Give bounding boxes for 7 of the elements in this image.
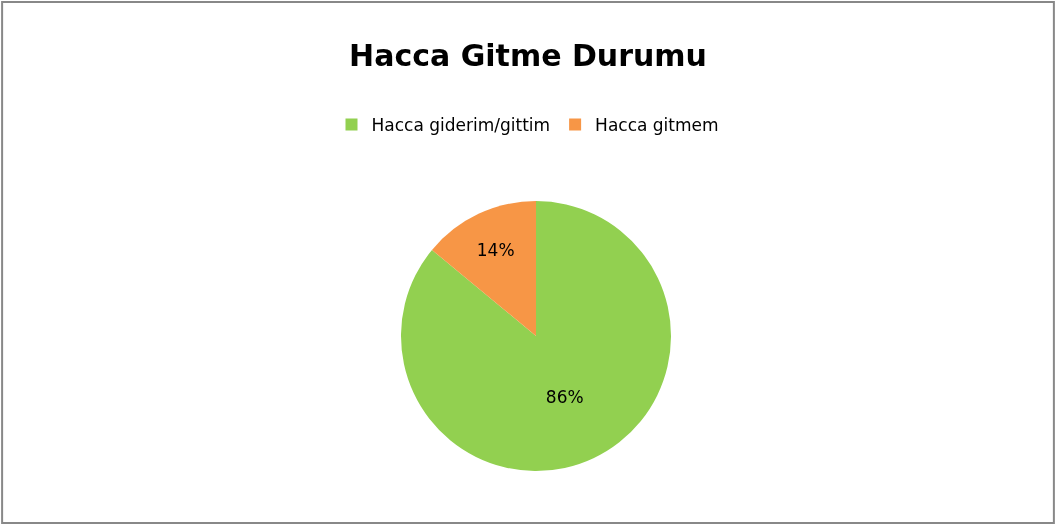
legend-label: Hacca gitmem: [595, 115, 719, 136]
pie-slice: [431, 201, 536, 336]
legend-label: Hacca giderim/gittim: [371, 115, 551, 136]
data-label: 14%: [476, 240, 515, 261]
pie-slice: [401, 201, 671, 471]
data-label: 86%: [545, 387, 584, 408]
chart-title: Hacca Gitme Durumu: [349, 37, 707, 73]
